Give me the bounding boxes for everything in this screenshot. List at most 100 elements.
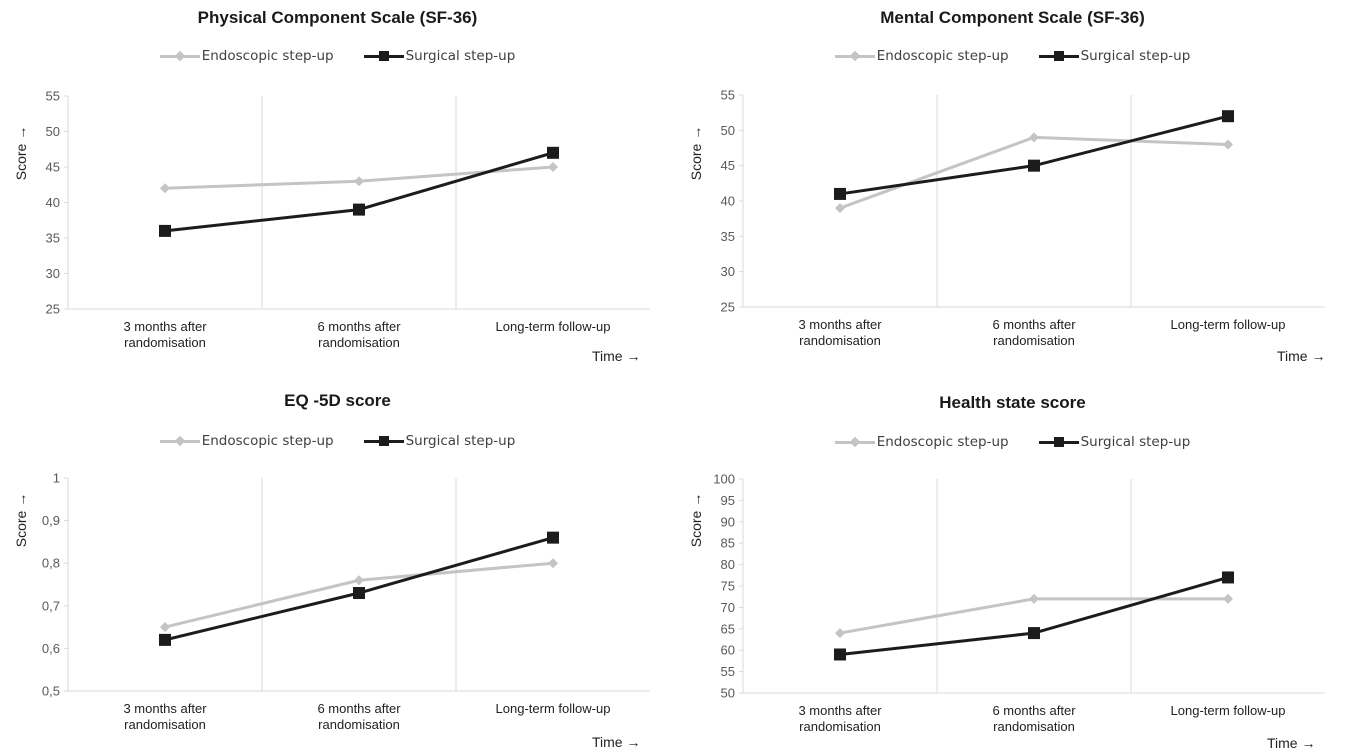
x-tick-label: randomisation xyxy=(318,335,400,350)
x-tick-label: 3 months after xyxy=(123,319,207,334)
y-tick-label: 45 xyxy=(721,158,735,173)
y-tick-label: 95 xyxy=(721,493,735,508)
legend-swatch-endoscopic xyxy=(834,50,875,62)
data-point-endoscopic xyxy=(1223,139,1233,150)
data-point-endoscopic xyxy=(548,162,558,172)
legend-label-surgical: Surgical step-up xyxy=(1080,434,1191,450)
chart-eq5d: EQ -5D score Endoscopic step-up Surgical… xyxy=(0,377,675,754)
y-tick-label: 0,7 xyxy=(42,598,60,613)
data-point-surgical xyxy=(1028,627,1040,640)
data-point-endoscopic xyxy=(1223,593,1233,604)
x-tick-label: Long-term follow-up xyxy=(1171,703,1286,718)
x-tick-label: 3 months after xyxy=(798,703,882,718)
data-point-surgical xyxy=(1222,110,1234,123)
chart-title: Mental Component Scale (SF-36) xyxy=(880,8,1145,27)
x-tick-label: randomisation xyxy=(993,719,1075,734)
y-tick-label: 50 xyxy=(721,686,735,701)
y-tick-label: 30 xyxy=(721,264,735,279)
y-tick-label: 55 xyxy=(721,664,735,679)
y-tick-label: 75 xyxy=(721,579,735,594)
y-tick-label: 55 xyxy=(46,89,60,104)
y-tick-label: 40 xyxy=(46,195,60,210)
data-point-surgical xyxy=(547,146,559,159)
legend-item-endoscopic: Endoscopic step-up xyxy=(834,48,1009,64)
chart-health-state: Health state score Endoscopic step-up Su… xyxy=(675,377,1350,754)
y-tick-label: 35 xyxy=(46,231,60,246)
series-line-surgical xyxy=(164,151,554,233)
legend-swatch-surgical xyxy=(363,435,404,447)
y-tick-label: 25 xyxy=(46,302,60,317)
legend-swatch-surgical xyxy=(363,50,404,62)
chart-mental-component: Mental Component Scale (SF-36) Endoscopi… xyxy=(675,0,1350,377)
data-point-surgical xyxy=(159,224,171,237)
y-tick-label: 30 xyxy=(46,266,60,281)
y-tick-label: 50 xyxy=(46,124,60,139)
legend-swatch-endoscopic xyxy=(834,436,875,448)
y-tick-label: 0,6 xyxy=(42,641,60,656)
y-tick-label: 35 xyxy=(721,229,735,244)
x-tick-label: randomisation xyxy=(124,717,206,732)
data-point-surgical xyxy=(834,648,846,661)
data-point-surgical xyxy=(834,187,846,200)
series-line-endoscopic xyxy=(839,135,1229,210)
data-point-surgical xyxy=(159,633,171,646)
series-line-surgical xyxy=(839,114,1229,196)
legend-swatch-surgical xyxy=(1038,50,1079,62)
y-tick-label: 0,5 xyxy=(42,684,60,699)
x-axis-label: Time → xyxy=(592,734,641,750)
legend-label-surgical: Surgical step-up xyxy=(1080,48,1191,64)
chart-physical-component: Physical Component Scale (SF-36) Endosco… xyxy=(0,0,675,377)
legend-item-surgical: Surgical step-up xyxy=(363,48,516,64)
y-tick-label: 70 xyxy=(721,600,735,615)
y-tick-label: 50 xyxy=(721,123,735,138)
chart-title: Health state score xyxy=(939,393,1086,412)
legend-swatch-endoscopic xyxy=(159,50,200,62)
y-tick-label: 80 xyxy=(721,557,735,572)
data-point-surgical xyxy=(1028,159,1040,172)
x-axis-label: Time → xyxy=(1267,735,1316,751)
data-point-surgical xyxy=(353,587,365,600)
legend-label-endoscopic: Endoscopic step-up xyxy=(876,48,1009,64)
x-tick-label: Long-term follow-up xyxy=(496,319,611,334)
y-tick-label: 85 xyxy=(721,536,735,551)
legend-label-surgical: Surgical step-up xyxy=(405,48,516,64)
legend-swatch-endoscopic xyxy=(159,435,200,447)
data-point-surgical xyxy=(353,203,365,216)
chart-title: EQ -5D score xyxy=(284,391,391,410)
data-point-endoscopic xyxy=(354,575,364,586)
data-point-endoscopic xyxy=(1029,593,1039,604)
x-axis-label: Time → xyxy=(592,348,641,364)
y-tick-label: 0,8 xyxy=(42,556,60,571)
legend-label-endoscopic: Endoscopic step-up xyxy=(876,434,1009,450)
x-tick-label: Long-term follow-up xyxy=(496,701,611,716)
legend-label-endoscopic: Endoscopic step-up xyxy=(201,433,334,449)
x-tick-label: 6 months after xyxy=(992,703,1076,718)
data-point-endoscopic xyxy=(835,203,845,214)
x-tick-label: 6 months after xyxy=(317,701,401,716)
data-point-surgical xyxy=(1222,571,1234,584)
x-tick-label: 6 months after xyxy=(317,319,401,334)
y-tick-label: 90 xyxy=(721,514,735,529)
legend-item-endoscopic: Endoscopic step-up xyxy=(834,434,1009,450)
legend: Endoscopic step-up Surgical step-up xyxy=(0,433,675,449)
legend-item-surgical: Surgical step-up xyxy=(1038,434,1191,450)
y-tick-label: 45 xyxy=(46,160,60,175)
data-point-endoscopic xyxy=(160,183,170,194)
data-point-surgical xyxy=(547,531,559,544)
legend: Endoscopic step-up Surgical step-up xyxy=(675,434,1350,450)
data-point-endoscopic xyxy=(835,628,845,639)
x-tick-label: randomisation xyxy=(799,719,881,734)
y-tick-label: 1 xyxy=(53,471,60,486)
legend-item-endoscopic: Endoscopic step-up xyxy=(159,48,334,64)
x-tick-label: randomisation xyxy=(318,717,400,732)
data-point-endoscopic xyxy=(1029,132,1039,143)
y-tick-label: 100 xyxy=(713,472,735,487)
legend-item-surgical: Surgical step-up xyxy=(363,433,515,449)
legend: Endoscopic step-up Surgical step-up xyxy=(675,48,1350,64)
legend-item-surgical: Surgical step-up xyxy=(1038,48,1191,64)
x-tick-label: randomisation xyxy=(799,333,881,348)
legend-label-endoscopic: Endoscopic step-up xyxy=(201,48,334,64)
data-point-endoscopic xyxy=(354,176,364,187)
